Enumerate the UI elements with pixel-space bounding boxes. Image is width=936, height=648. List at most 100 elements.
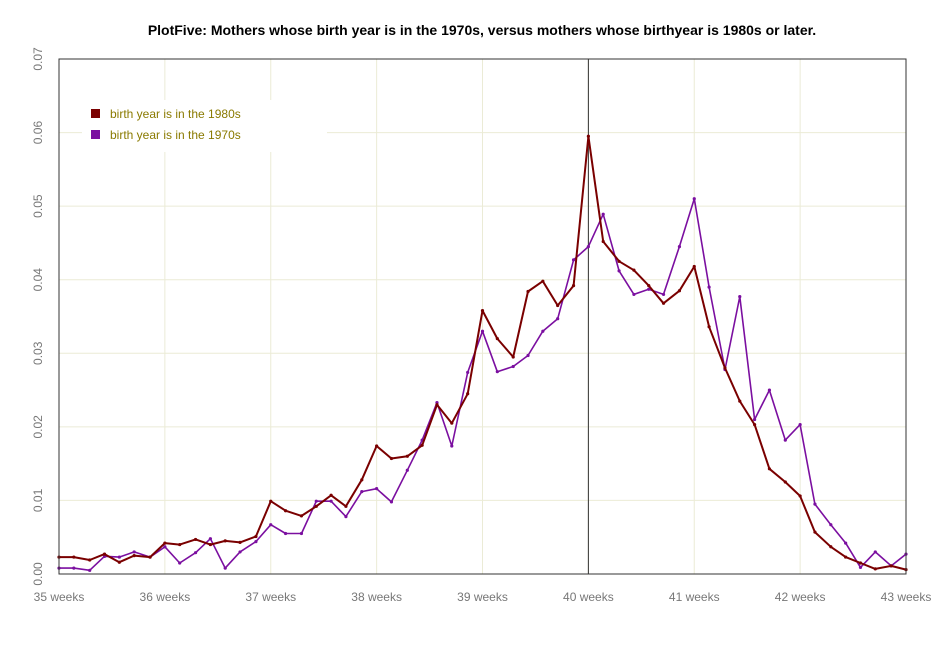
x-tick-label: 38 weeks xyxy=(351,590,402,604)
data-point xyxy=(661,301,666,305)
data-point xyxy=(813,502,817,506)
data-point xyxy=(647,284,651,288)
legend-box xyxy=(82,100,327,152)
x-tick-label: 43 weeks xyxy=(881,590,932,604)
data-point xyxy=(707,285,711,289)
data-point xyxy=(132,554,136,558)
data-point xyxy=(526,289,530,294)
data-point xyxy=(677,245,682,249)
data-point xyxy=(844,541,848,545)
data-point xyxy=(405,454,409,458)
data-point xyxy=(193,537,198,542)
plot-area xyxy=(57,58,908,575)
data-point xyxy=(435,400,439,405)
data-point xyxy=(601,212,605,216)
data-point xyxy=(571,258,576,262)
data-point xyxy=(254,540,258,544)
data-point xyxy=(813,530,817,534)
data-point xyxy=(344,515,348,519)
data-point xyxy=(738,399,742,403)
data-point xyxy=(541,329,545,333)
y-tick-label: 0.05 xyxy=(31,194,45,218)
legend: birth year is in the 1980s birth year is … xyxy=(82,100,327,152)
data-point xyxy=(798,494,802,498)
data-point xyxy=(692,264,696,269)
series-2 xyxy=(57,197,908,572)
data-point xyxy=(405,468,409,472)
data-point xyxy=(495,336,499,341)
data-point xyxy=(389,456,394,461)
x-tick-label: 41 weeks xyxy=(669,590,720,604)
data-point xyxy=(223,539,227,543)
data-point xyxy=(72,566,76,570)
data-point xyxy=(556,317,560,321)
data-point xyxy=(299,531,304,536)
data-point xyxy=(344,504,348,508)
y-axis: 0.00 0.01 0.02 0.03 0.04 0.05 0.06 0.07 xyxy=(31,47,45,586)
data-point xyxy=(450,444,454,448)
data-point xyxy=(420,443,424,447)
data-point xyxy=(148,555,152,559)
x-tick-label: 36 weeks xyxy=(140,590,191,604)
data-point xyxy=(767,467,772,471)
data-point xyxy=(238,550,242,554)
legend-label: birth year is in the 1970s xyxy=(110,128,241,142)
data-point xyxy=(707,325,711,329)
data-point xyxy=(117,555,121,559)
data-point xyxy=(752,423,757,427)
series-layer xyxy=(57,134,908,572)
data-point xyxy=(661,292,666,297)
data-point xyxy=(360,478,364,482)
data-point xyxy=(163,541,167,545)
data-point xyxy=(223,566,227,570)
y-tick-label: 0.02 xyxy=(31,415,45,439)
data-point xyxy=(858,561,863,565)
x-axis: 35 weeks 36 weeks 37 weeks 38 weeks 39 weeks… xyxy=(34,590,932,604)
data-point xyxy=(314,499,318,503)
data-point xyxy=(858,565,863,569)
data-point xyxy=(829,545,833,549)
data-point xyxy=(556,303,560,308)
data-point xyxy=(178,561,182,565)
data-point xyxy=(586,245,590,249)
data-point xyxy=(495,370,499,374)
data-point xyxy=(329,499,333,503)
data-point xyxy=(829,523,833,527)
data-point xyxy=(632,268,636,272)
data-point xyxy=(72,555,76,559)
data-point xyxy=(360,490,364,494)
data-point xyxy=(798,423,802,427)
data-point xyxy=(480,309,485,313)
plot-frame xyxy=(58,58,907,575)
data-point xyxy=(435,403,439,407)
data-point xyxy=(193,551,198,555)
y-tick-label: 0.00 xyxy=(31,562,45,586)
data-point xyxy=(132,550,136,554)
data-point xyxy=(617,269,621,273)
data-point xyxy=(873,567,877,571)
data-point xyxy=(269,523,273,527)
x-tick-label: 39 weeks xyxy=(457,590,508,604)
data-point xyxy=(238,540,242,544)
data-point xyxy=(269,499,273,503)
data-point xyxy=(314,504,318,508)
data-point xyxy=(88,558,92,562)
data-point xyxy=(677,289,682,293)
data-point xyxy=(692,197,696,201)
legend-swatch xyxy=(91,130,100,139)
y-tick-label: 0.07 xyxy=(31,47,45,71)
data-point xyxy=(752,417,757,422)
data-point xyxy=(511,355,515,359)
data-point xyxy=(283,531,288,536)
data-point xyxy=(117,560,121,564)
data-point xyxy=(783,480,787,484)
data-point xyxy=(163,545,167,549)
data-point xyxy=(208,537,213,541)
data-point xyxy=(389,500,394,504)
data-point xyxy=(617,259,621,263)
data-point xyxy=(647,287,651,291)
data-point xyxy=(102,552,107,556)
data-point xyxy=(466,370,470,375)
